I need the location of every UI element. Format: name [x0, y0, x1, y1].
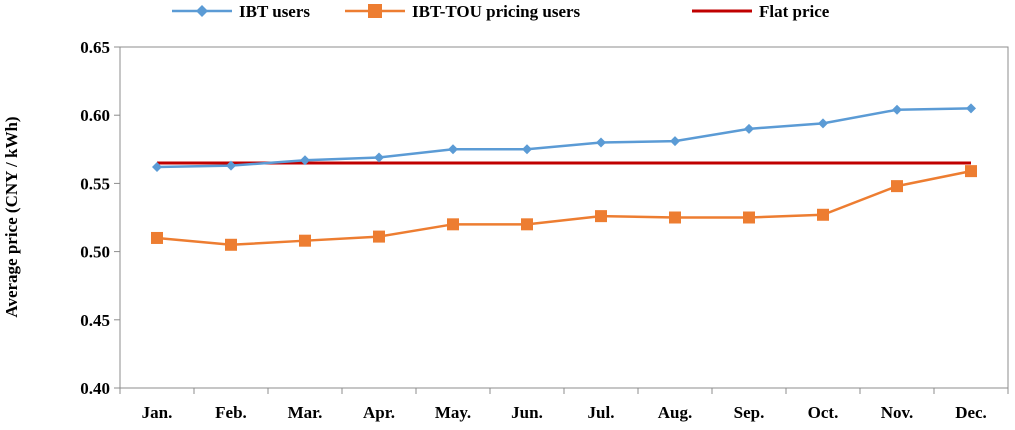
- data-point: [669, 211, 681, 224]
- legend-label: Flat price: [759, 2, 830, 21]
- data-point: [743, 211, 755, 224]
- data-point: [152, 162, 162, 173]
- data-point: [300, 155, 310, 166]
- series-ibt-users: [152, 103, 976, 173]
- data-point: [817, 208, 829, 221]
- data-point: [891, 180, 903, 193]
- data-point: [892, 104, 902, 115]
- legend-item: IBT users: [172, 2, 310, 21]
- x-axis: Jan. Feb. Mar. Apr. May. Jun. Jul. Aug. Sep. Oct.…: [119, 388, 1009, 422]
- legend-marker: [196, 5, 208, 17]
- y-tick-label: 0.60: [80, 106, 110, 125]
- x-tick-label: Nov.: [881, 403, 914, 422]
- data-point: [225, 238, 237, 251]
- y-tick-label: 0.45: [80, 311, 110, 330]
- y-tick-label: 0.40: [80, 379, 110, 398]
- data-point: [151, 231, 163, 244]
- plot-area: [119, 46, 1009, 389]
- x-tick-label: Jan.: [142, 403, 173, 422]
- legend-item: IBT-TOU pricing users: [345, 2, 581, 21]
- data-point: [744, 123, 754, 134]
- x-tick-label: Dec.: [955, 403, 987, 422]
- legend-item: Flat price: [692, 2, 830, 21]
- data-point: [596, 137, 606, 148]
- data-point: [373, 230, 385, 243]
- x-tick-label: Oct.: [808, 403, 839, 422]
- data-point: [299, 234, 311, 247]
- data-point: [966, 103, 976, 114]
- x-tick-label: Feb.: [215, 403, 247, 422]
- x-tick-label: Sep.: [734, 403, 765, 422]
- series-layer: [151, 103, 977, 251]
- data-point: [521, 218, 533, 231]
- x-tick-label: Jul.: [588, 403, 615, 422]
- data-point: [447, 218, 459, 231]
- y-axis-title: Average price (CNY / kWh): [2, 116, 21, 317]
- data-point: [965, 165, 977, 178]
- legend-marker: [368, 4, 382, 18]
- data-point: [522, 144, 532, 155]
- x-tick-label: Apr.: [363, 403, 395, 422]
- data-point: [670, 136, 680, 147]
- data-point: [226, 160, 236, 171]
- data-point: [595, 210, 607, 223]
- series-line: [156, 169, 972, 247]
- legend-label: IBT users: [239, 2, 310, 21]
- data-point: [374, 152, 384, 163]
- x-tick-label: Aug.: [658, 403, 692, 422]
- x-tick-label: Mar.: [288, 403, 323, 422]
- legend: IBT users IBT-TOU pricing users Flat price: [172, 2, 830, 21]
- x-tick-label: Jun.: [511, 403, 543, 422]
- data-point: [818, 118, 828, 129]
- plot-border: [119, 46, 1009, 389]
- y-tick-label: 0.65: [80, 38, 110, 57]
- series-ibt-tou-pricing-users: [151, 165, 977, 251]
- series-line: [156, 107, 972, 169]
- legend-label: IBT-TOU pricing users: [412, 2, 581, 21]
- y-tick-label: 0.50: [80, 243, 110, 262]
- y-tick-label: 0.55: [80, 174, 110, 193]
- data-point: [448, 144, 458, 155]
- x-tick-label: May.: [435, 403, 471, 422]
- y-axis: 0.40 0.45 0.50 0.55 0.60 0.65: [80, 38, 120, 398]
